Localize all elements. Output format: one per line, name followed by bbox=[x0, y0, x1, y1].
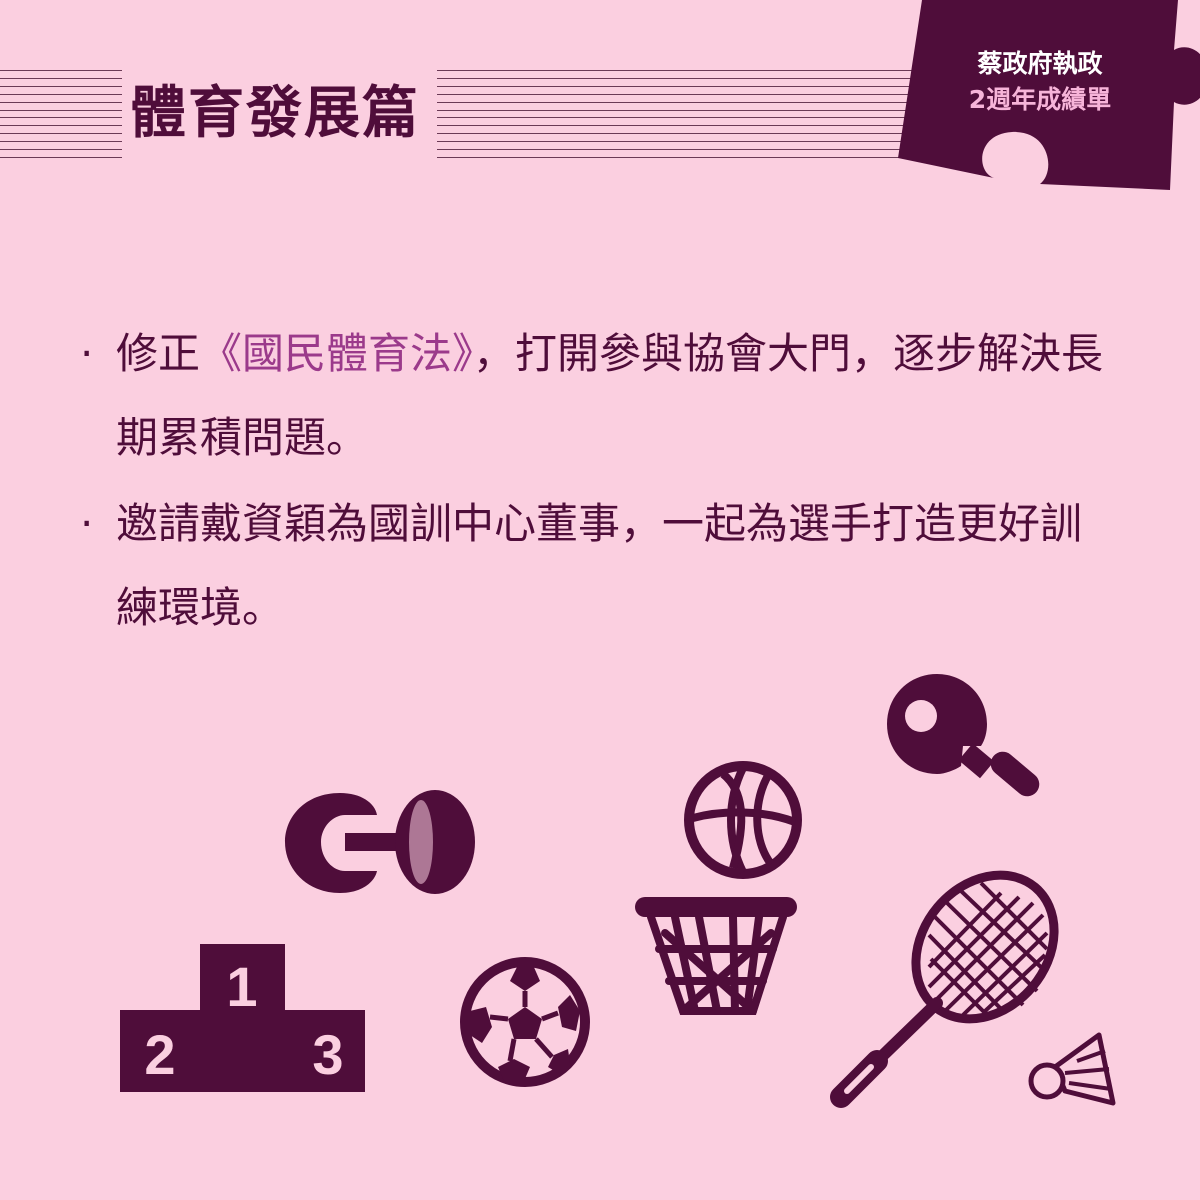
soccer-ball-icon bbox=[460, 957, 590, 1087]
dumbbell-icon bbox=[285, 790, 475, 894]
bullet-item-2: · 邀請戴資穎為國訓中心董事，一起為選手打造更好訓練環境。 bbox=[80, 482, 1120, 650]
badminton-racket-icon bbox=[830, 870, 1059, 1108]
badge-line1: 蔡政府執政 bbox=[977, 49, 1103, 78]
bullet-1-text-after: ，打開參與協會大門，逐步解決長期累積問題。 bbox=[116, 329, 1104, 462]
puzzle-piece-icon bbox=[898, 0, 1200, 190]
bullet-marker: · bbox=[80, 329, 94, 378]
law-name-highlight: 《國民體育法》 bbox=[200, 329, 474, 378]
ping-pong-paddle-icon bbox=[887, 674, 1040, 797]
puzzle-badge bbox=[898, 0, 1200, 190]
podium-third-label: 3 bbox=[312, 1023, 343, 1086]
basketball-hoop-icon bbox=[635, 897, 797, 1015]
section-title: 體育發展篇 bbox=[130, 81, 420, 146]
podium-second-label: 2 bbox=[144, 1023, 175, 1086]
bullet-1-text-before: 修正 bbox=[116, 329, 201, 378]
bullet-marker: · bbox=[80, 499, 94, 548]
basketball-icon bbox=[684, 761, 802, 879]
bullet-2-text: 邀請戴資穎為國訓中心董事，一起為選手打造更好訓練環境。 bbox=[116, 499, 1083, 632]
bullet-item-1: · 修正《國民體育法》，打開參與協會大門，逐步解決長期累積問題。 bbox=[80, 312, 1120, 480]
podium-first-label: 1 bbox=[226, 955, 257, 1018]
podium-icon: 1 2 3 bbox=[120, 944, 365, 1092]
badge-line2: 2週年成績單 bbox=[968, 85, 1112, 114]
header-lines-left bbox=[0, 70, 122, 158]
header-lines-right bbox=[437, 70, 917, 158]
shuttlecock-icon bbox=[1028, 1032, 1116, 1106]
